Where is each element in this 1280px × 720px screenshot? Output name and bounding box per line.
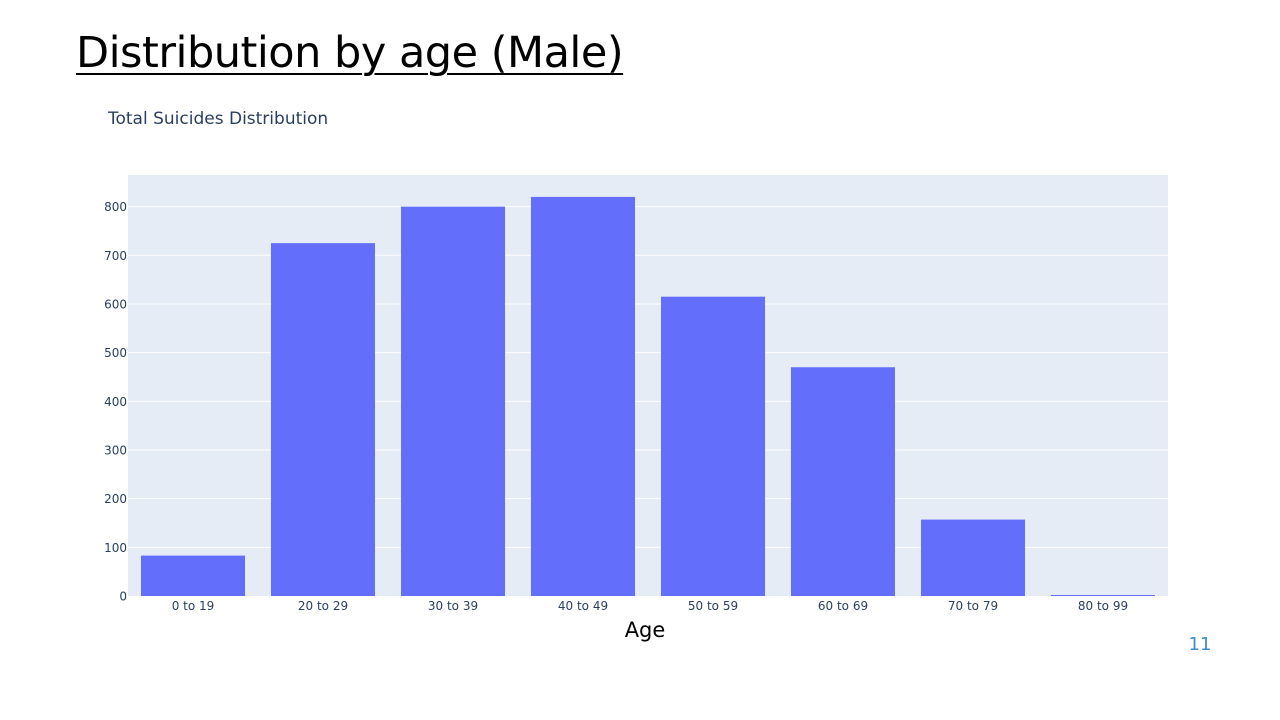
y-tick-label: 400 bbox=[104, 395, 127, 409]
x-tick-label: 50 to 59 bbox=[688, 599, 738, 613]
bar bbox=[141, 555, 245, 596]
x-axis-ticks: 0 to 19 20 to 29 30 to 39 40 to 49 50 to 59 6… bbox=[172, 599, 1128, 613]
y-tick-label: 300 bbox=[104, 443, 127, 457]
bar bbox=[1051, 595, 1155, 597]
x-tick-label: 80 to 99 bbox=[1078, 599, 1128, 613]
x-axis-label: Age bbox=[624, 618, 666, 642]
bar bbox=[531, 196, 635, 596]
chart-title: Total Suicides Distribution bbox=[108, 109, 329, 129]
bar bbox=[271, 243, 375, 596]
y-tick-label: 600 bbox=[104, 297, 127, 311]
x-tick-label: 70 to 79 bbox=[948, 599, 998, 613]
page-number: 11 bbox=[1188, 634, 1212, 655]
bar bbox=[791, 367, 895, 596]
y-tick-label: 200 bbox=[104, 492, 127, 506]
y-tick-label: 0 bbox=[119, 590, 127, 604]
x-tick-label: 60 to 69 bbox=[818, 599, 868, 613]
bar bbox=[401, 206, 505, 596]
x-tick-label: 40 to 49 bbox=[558, 599, 608, 613]
x-tick-label: 20 to 29 bbox=[298, 599, 348, 613]
y-tick-label: 700 bbox=[104, 249, 127, 263]
bar bbox=[921, 519, 1025, 596]
y-axis-ticks: 0 100 200 300 400 500 600 700 800 bbox=[104, 200, 127, 603]
x-tick-label: 30 to 39 bbox=[428, 599, 478, 613]
x-tick-label: 0 to 19 bbox=[172, 599, 215, 613]
bar bbox=[661, 296, 765, 596]
slide-title: Distribution by age (Male) bbox=[76, 28, 624, 78]
y-tick-label: 500 bbox=[104, 346, 127, 360]
bars bbox=[141, 196, 1155, 597]
y-tick-label: 100 bbox=[104, 541, 127, 555]
y-tick-label: 800 bbox=[104, 200, 127, 214]
